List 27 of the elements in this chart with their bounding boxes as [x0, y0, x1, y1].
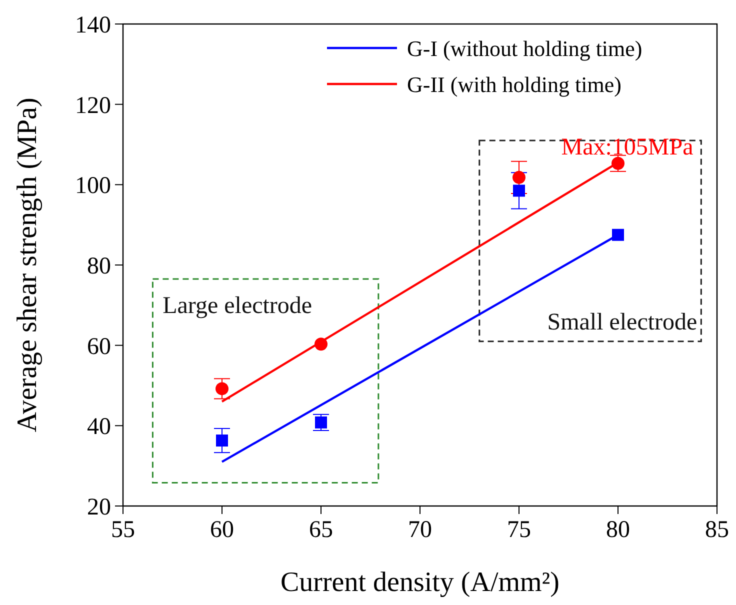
- x-tick-label: 70: [408, 517, 432, 544]
- legend-label: G-I (without holding time): [407, 36, 642, 61]
- point: [512, 170, 526, 184]
- y-tick-label: 40: [87, 414, 111, 440]
- x-tick-label: 55: [111, 517, 135, 544]
- y-tick-label: 100: [75, 173, 111, 200]
- point: [513, 184, 525, 197]
- y-axis-title: Average shear strength (MPa): [12, 98, 43, 432]
- y-tick-label: 80: [87, 254, 111, 280]
- point: [216, 382, 228, 396]
- point: [314, 338, 328, 351]
- y-tick-label: 120: [75, 92, 111, 119]
- point: [216, 434, 228, 447]
- x-tick-label: 85: [705, 517, 729, 544]
- x-axis-title: Current density (A/mm²): [280, 567, 560, 598]
- annotation: Max:105MPa: [561, 134, 694, 161]
- annotation: Small electrode: [547, 309, 698, 336]
- point: [612, 228, 624, 241]
- x-tick-label: 80: [606, 517, 630, 544]
- annotation: Large electrode: [162, 293, 312, 320]
- x-tick-label: 65: [309, 517, 333, 544]
- legend-label: G-II (with holding time): [407, 72, 622, 97]
- y-tick-label: 20: [87, 494, 111, 521]
- y-tick-label: 140: [75, 12, 111, 39]
- x-tick-label: 75: [507, 517, 531, 544]
- x-tick-label: 60: [210, 517, 234, 544]
- y-tick-label: 60: [87, 334, 111, 360]
